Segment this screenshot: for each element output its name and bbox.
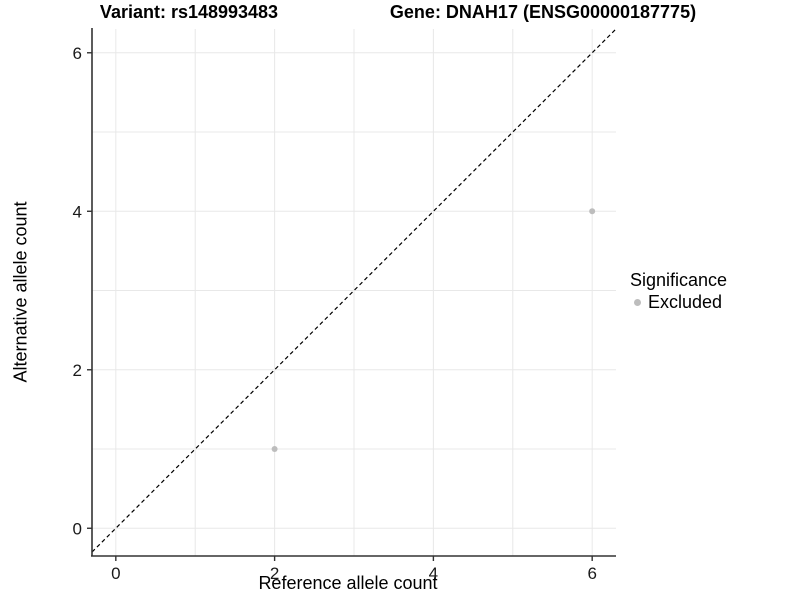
plot-title-variant: Variant: rs148993483 [99,2,279,22]
identity-line [91,28,617,553]
data-point [589,208,596,215]
y-tick-label: 4 [73,202,82,221]
x-tick-label: 2 [270,564,279,583]
y-tick-label: 2 [73,361,82,380]
x-axis-label: Reference allele count [258,573,438,593]
x-tick-label: 4 [429,564,438,583]
plot-title-gene: Gene: DNAH17 (ENSG00000187775) [389,2,697,22]
legend-entry-excluded: Excluded [630,292,727,313]
data-point [271,446,278,453]
legend: Significance Excluded [630,270,727,313]
legend-entry-label: Excluded [648,292,723,312]
y-tick-label: 0 [73,519,82,538]
legend-title: Significance [630,270,728,290]
x-tick-label: 6 [587,564,596,583]
y-axis-label: Alternative allele count [10,201,31,383]
y-tick-label: 6 [73,44,82,63]
legend-point-icon [634,299,641,306]
x-tick-label: 0 [111,564,120,583]
